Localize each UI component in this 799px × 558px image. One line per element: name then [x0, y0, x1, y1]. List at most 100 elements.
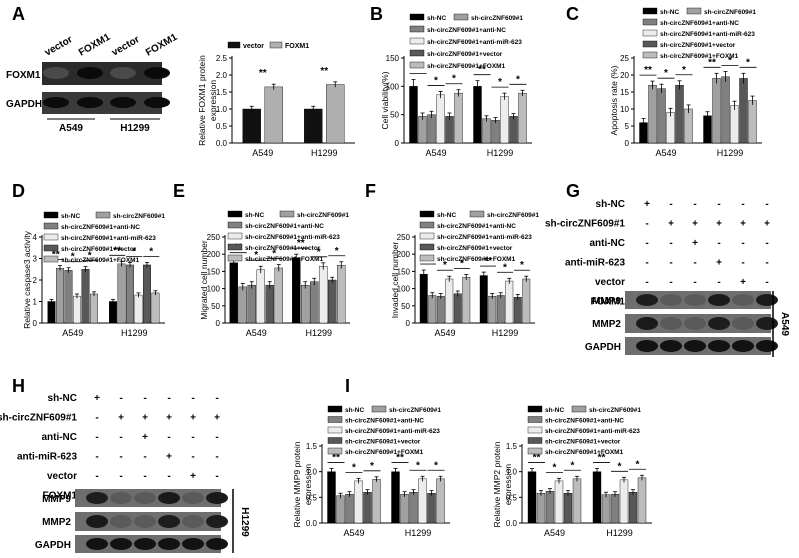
blot-band	[708, 294, 730, 306]
legend-swatch	[642, 51, 658, 59]
condition-mark: -	[645, 238, 648, 249]
legend-swatch	[453, 13, 469, 21]
condition-mark: -	[119, 432, 122, 443]
legend-label: sh-circZNF609#1+anti-miR-623	[545, 428, 640, 435]
bar	[256, 269, 265, 324]
bar	[505, 280, 514, 324]
legend-label: sh-circZNF609#1+anti-miR-623	[660, 31, 755, 38]
legend-swatch	[642, 18, 658, 26]
condition-mark: -	[645, 277, 648, 288]
y-tick-label: 0.0	[216, 139, 228, 148]
legend-label: sh-circZNF609#1+vector	[427, 51, 503, 58]
legend-label: sh-circZNF609#1	[589, 407, 641, 414]
y-tick-label: 0	[216, 319, 221, 328]
blot-band	[206, 492, 228, 504]
y-tick-label: 25	[620, 54, 629, 63]
bar	[372, 479, 381, 524]
bar	[496, 295, 505, 324]
x-tick-label: H1299	[487, 148, 514, 158]
bar	[326, 84, 345, 144]
bar	[428, 295, 437, 324]
bar	[427, 493, 436, 524]
legend-label: sh-circZNF609#1+anti-NC	[61, 224, 140, 231]
condition-mark: +	[166, 452, 172, 463]
y-tick-label: 200	[397, 250, 411, 259]
condition-label: sh-NC	[596, 199, 625, 210]
legend-label: sh-circZNF609#1	[389, 407, 441, 414]
bar	[419, 273, 428, 324]
bar	[721, 76, 730, 144]
legend-label: sh-circZNF609#1+anti-NC	[660, 20, 739, 27]
y-axis-label: expression	[503, 464, 513, 505]
bar	[73, 295, 81, 324]
bar	[418, 116, 427, 144]
bar	[301, 284, 310, 324]
condition-label: vector	[595, 277, 625, 288]
bar	[554, 480, 564, 524]
condition-mark: +	[692, 219, 698, 230]
y-tick-label: 1.5	[506, 442, 518, 451]
legend-label: sh-circZNF609#1+anti-NC	[437, 223, 516, 230]
bar	[436, 295, 445, 324]
blot-H: sh-NC + - - - - - sh-circZNF609#1 - + + + + + anti-NC -…	[0, 393, 250, 555]
y-tick-label: 50	[401, 302, 410, 311]
significance-label: *	[317, 247, 321, 258]
significance-label: *	[746, 57, 750, 68]
legend-swatch	[527, 405, 543, 413]
blot-row-label: GAPDH	[585, 342, 621, 353]
y-tick-label: 1.0	[306, 468, 318, 477]
blot-band	[86, 492, 108, 504]
condition-mark: -	[215, 452, 218, 463]
bar	[619, 479, 629, 524]
condition-mark: -	[167, 471, 170, 482]
bar	[572, 478, 582, 524]
panel-letter-I: I	[345, 376, 350, 396]
significance-label: *	[618, 461, 622, 472]
x-tick-label: H1299	[311, 148, 338, 158]
bar	[436, 94, 445, 144]
blot-row-label: MMP9	[42, 494, 71, 505]
x-tick-label: A549	[655, 148, 676, 158]
significance-label: *	[636, 459, 640, 470]
y-tick-label: 20	[620, 71, 629, 80]
legend-label: vector	[243, 43, 264, 50]
blot-band	[86, 515, 108, 528]
blot-band	[134, 492, 156, 504]
legend-swatch	[327, 405, 343, 413]
significance-label: *	[434, 460, 438, 471]
legend-swatch	[43, 222, 59, 230]
panel-letter-H: H	[12, 376, 25, 396]
legend-label: sh-NC	[61, 213, 80, 220]
bar	[265, 284, 274, 324]
lane-label: FOXM1	[144, 32, 180, 59]
condition-mark: +	[190, 413, 196, 424]
significance-label: *	[352, 462, 356, 473]
bar	[648, 84, 657, 144]
bar	[500, 96, 509, 144]
legend-label: sh-circZNF609#1+anti-NC	[345, 418, 424, 425]
legend-swatch	[419, 254, 435, 262]
bar	[491, 120, 500, 144]
bar	[628, 492, 638, 524]
legend-swatch	[227, 254, 243, 262]
bar	[545, 490, 555, 524]
legend-swatch	[227, 221, 243, 229]
significance-label: *	[88, 251, 92, 262]
y-axis-label: Relative FOXM1 protein	[197, 55, 207, 146]
legend-swatch	[227, 232, 243, 240]
y-tick-label: 0	[406, 319, 411, 328]
y-tick-label: 2	[33, 276, 38, 285]
bar	[409, 492, 418, 524]
significance-label: **	[484, 256, 492, 267]
condition-mark: -	[119, 452, 122, 463]
condition-mark: -	[191, 432, 194, 443]
condition-mark: -	[669, 258, 672, 269]
blot-band	[732, 340, 754, 352]
legend-label: sh-NC	[437, 212, 456, 219]
condition-mark: +	[668, 219, 674, 230]
condition-mark: -	[215, 471, 218, 482]
significance-label: **	[598, 453, 606, 464]
y-tick-label: 100	[207, 285, 221, 294]
blot-band	[77, 67, 103, 79]
